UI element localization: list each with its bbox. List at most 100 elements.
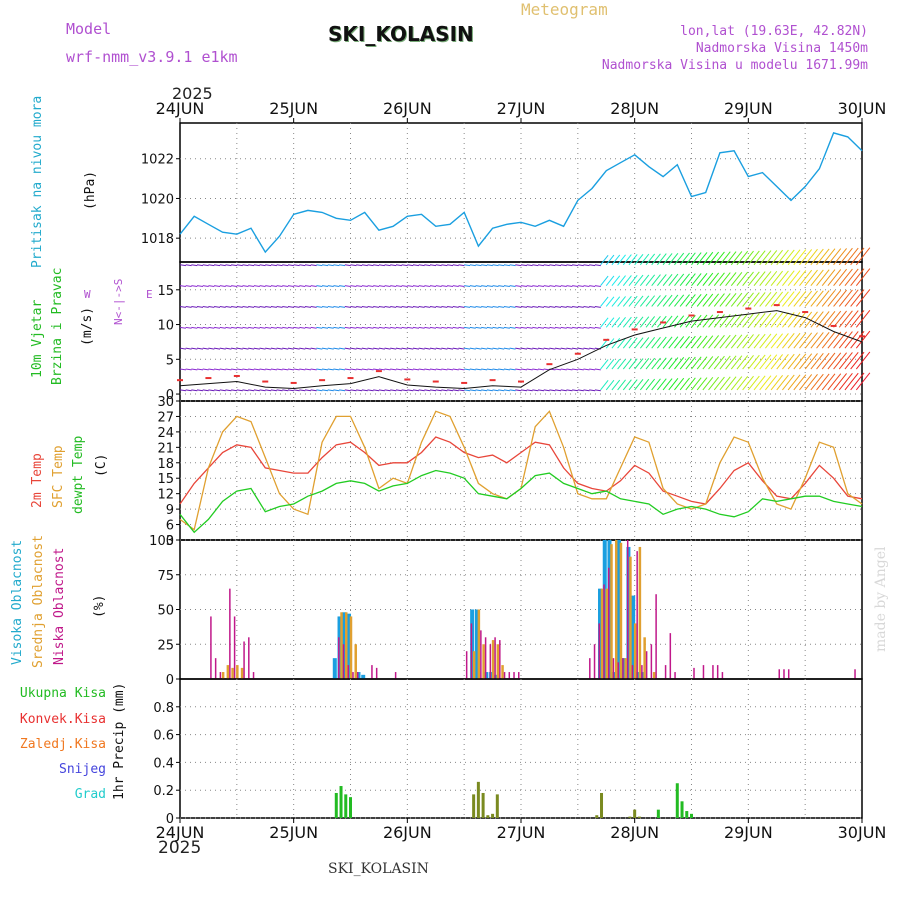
temperature-ytick-label: 6 (166, 519, 174, 534)
wind-arrow (560, 264, 567, 267)
wind-arrow (589, 264, 596, 267)
wind-arrow (679, 273, 690, 286)
wind-arrow (208, 264, 215, 267)
wind-arrow (685, 356, 696, 370)
wind-arrow (339, 347, 346, 350)
bottom-date-label: 25JUN (269, 823, 318, 842)
wind-arrow (253, 389, 260, 392)
wind-arrow (821, 352, 836, 370)
wind-arrow (651, 336, 661, 349)
wind-arrow (793, 374, 807, 391)
wind-arrow (520, 326, 528, 329)
wind-arrow (378, 389, 385, 392)
wind-arrow (498, 326, 505, 329)
coords-label: lon,lat (19.63E, 42.82N) (680, 24, 868, 39)
wind-arrow (753, 250, 766, 266)
cloud-low-bar (702, 665, 705, 679)
wind-arrow (827, 352, 842, 370)
wind-arrow (679, 252, 690, 266)
wind-arrow (185, 368, 192, 371)
wind-arrow (458, 347, 465, 350)
wind-arrow (600, 296, 609, 307)
wind-arrow (537, 347, 545, 350)
wind-arrow (515, 326, 522, 329)
model-name: wrf-nmm_v3.9.1 e1km (66, 48, 238, 66)
precip-legend-total: Ukupna Kisa (19, 686, 106, 701)
wind-arrow (520, 264, 528, 267)
wind-arrow (322, 368, 329, 371)
wind-arrow (333, 389, 340, 392)
temperature-ytick-label: 21 (157, 441, 174, 456)
wind-arrow (481, 326, 488, 329)
wind-arrow (390, 264, 397, 267)
wind-arrow (179, 389, 187, 392)
wind-arrow (219, 347, 226, 350)
wind-ytick-label: 15 (157, 284, 174, 299)
pressure-ytick-label: 1018 (141, 232, 174, 247)
wind-arrows (179, 247, 871, 392)
wind-arrow (634, 253, 644, 266)
wind-arrow (270, 389, 277, 392)
wind-arrow (401, 347, 408, 350)
wind-arrow (361, 305, 368, 308)
wind-arrow (532, 368, 539, 371)
wind-arrow (566, 368, 573, 371)
wind-arrow (253, 305, 260, 308)
wind-arrow (214, 305, 221, 308)
wind-arrow (282, 326, 289, 329)
wind-arrow (594, 389, 601, 392)
wind-arrow (696, 335, 708, 349)
wind-arrow (259, 347, 266, 350)
wind-arrow (708, 376, 720, 391)
wind-arrow (827, 310, 842, 328)
wind-arrow (390, 305, 397, 308)
wind-arrow (685, 252, 696, 266)
wind-arrow (730, 292, 743, 307)
wind-arrow (759, 312, 772, 328)
wind-arrow (713, 335, 725, 349)
wind-arrow (356, 389, 363, 392)
bottom-date-label: 30JUN (838, 823, 887, 842)
cloud-mid-bar (231, 667, 234, 679)
wind-arrow (719, 355, 731, 370)
wind-arrow (799, 311, 813, 328)
wind-arrow (418, 264, 425, 267)
wind-arrow (764, 375, 778, 391)
wind-arrow (696, 272, 708, 286)
precip-ytick-label: 0.8 (153, 701, 174, 716)
wind-arrow (532, 285, 539, 288)
cloud-mid-bar (354, 644, 357, 679)
wind-arrow (742, 271, 754, 286)
cloud-mid-bar (629, 556, 632, 679)
wind-arrow (742, 313, 754, 328)
cloud-low-bar (664, 665, 667, 679)
precip-bar (600, 792, 604, 818)
wind-arrow (287, 347, 294, 350)
wind-arrow (361, 347, 368, 350)
wind-arrow (259, 285, 266, 288)
wind-arrow (231, 305, 238, 308)
wind-arrow (821, 310, 836, 328)
wind-arrow (617, 379, 626, 391)
cloud-high-bar (616, 540, 621, 679)
wind-arrow (395, 285, 402, 288)
cloud-low-bar (721, 672, 724, 679)
wind-arrow (492, 347, 499, 350)
cloud-low-bar (480, 630, 482, 679)
wind-speed-line (179, 310, 863, 390)
wind-arrow (191, 389, 198, 392)
wind-arrow (429, 347, 437, 350)
top-date-label: 25JUN (269, 99, 318, 118)
wind-arrow (350, 347, 357, 350)
cloud-mid-bar (345, 612, 348, 679)
top-date-label: 27JUN (497, 99, 546, 118)
wind-arrow (452, 347, 459, 350)
wind-arrow (407, 285, 414, 288)
wind-arrow (287, 389, 294, 392)
wind-arrow (276, 285, 283, 288)
wind-arrow (373, 305, 380, 308)
wind-arrow (339, 389, 346, 392)
wind-arrow (645, 357, 656, 370)
cloud-low-bar (655, 594, 657, 679)
wind-arrow (622, 275, 632, 286)
